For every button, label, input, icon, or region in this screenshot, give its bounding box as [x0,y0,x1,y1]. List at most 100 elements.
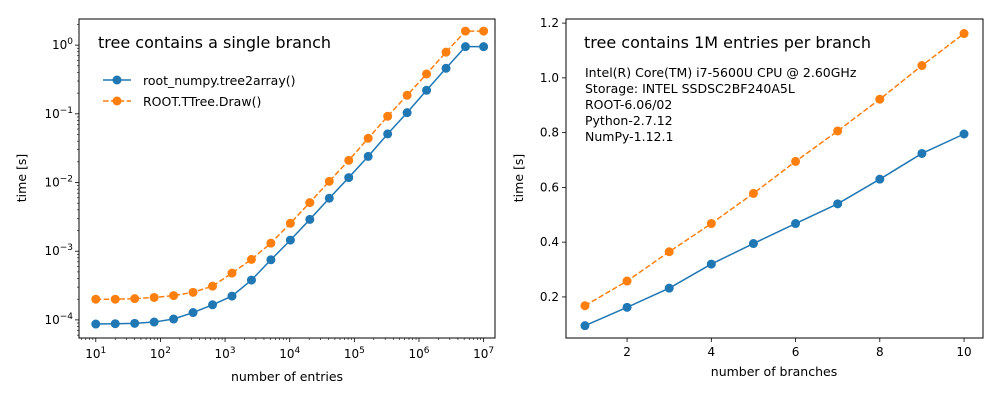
right-y-tick-label: 0.2 [540,290,559,304]
right-data-point [833,126,843,136]
right-x-tick-label: 4 [707,345,715,359]
left-data-point [110,294,120,304]
right-x-tick-label: 10 [956,345,971,359]
left-data-point [208,281,218,291]
left-data-point [208,300,218,310]
left-x-tick-label: 102 [150,346,171,361]
left-data-point [422,85,432,95]
right-data-point [622,302,632,312]
left-data-point [441,47,451,57]
left-data-point [422,69,432,79]
legend-marker-tree2array [112,75,122,85]
right-data-point [706,259,716,269]
left-data-point [169,314,179,324]
right-data-point [664,247,674,257]
left-legend: root_numpy.tree2array() ROOT.TTree.Draw(… [103,73,295,109]
left-y-tick-label: 10−1 [44,106,73,121]
left-data-point [402,108,412,118]
right-y-tick-label: 0.4 [540,235,559,249]
right-ticks-layer: 2 4 6 8 10 0.2 0.4 0.6 0.8 1.0 1.2 [540,16,972,359]
left-data-point [460,26,470,36]
left-plot-frame [78,18,496,339]
left-data-point [91,319,101,329]
right-data-point [959,29,969,39]
right-series-line-0 [584,133,965,327]
left-y-tick-label: 10−2 [44,175,73,190]
right-data-point [664,283,674,293]
left-data-point [402,90,412,100]
left-data-point [169,291,179,301]
left-data-point [130,318,140,328]
right-data-point [875,94,885,104]
annotation-root-version: ROOT-6.06/02 [585,97,672,112]
right-y-tick-label: 1.0 [540,71,559,85]
left-x-tick-label: 105 [344,346,365,361]
left-y-tick-label: 100 [52,37,73,52]
left-data-point [149,292,159,302]
left-data-point [266,255,276,265]
right-data-point [748,239,758,249]
left-y-tick-label: 10−4 [44,312,73,327]
right-data-point [706,219,716,229]
left-x-tick-label: 104 [279,346,300,361]
right-series-layer [580,29,969,331]
left-data-point [324,193,334,203]
left-data-point [479,42,489,52]
right-x-tick-label: 2 [623,345,631,359]
left-data-point [479,26,489,36]
left-data-point [188,308,198,318]
left-data-point [383,129,393,139]
left-series-layer [91,26,489,329]
annotation-python-version: Python-2.7.12 [585,113,673,128]
right-data-point [791,156,801,166]
right-chart-title: tree contains 1M entries per branch [584,33,871,52]
legend-label-ttree-draw: ROOT.TTree.Draw() [143,94,261,109]
left-data-point [441,63,451,73]
right-data-point [917,61,927,71]
right-chart-panel: 2 4 6 8 10 0.2 0.4 0.6 0.8 1.0 1.2 tree contains 1… [511,16,984,379]
left-y-axis-label: time [s] [14,154,29,202]
right-y-tick-label: 0.8 [540,126,559,140]
left-data-point [149,317,159,327]
annotation-numpy-version: NumPy-1.12.1 [585,129,673,144]
right-data-point [580,301,590,311]
left-chart-panel: 101 102 103 104 105 106 107 10−4 10−3 10−2 10−1 100… [14,18,496,384]
right-y-tick-label: 1.2 [540,16,559,30]
left-data-point [227,268,237,278]
left-data-point [91,294,101,304]
left-data-point [285,235,295,245]
left-data-point [363,151,373,161]
right-data-point [833,199,843,209]
left-x-axis-label: number of entries [231,369,343,384]
right-x-axis-label: number of branches [711,364,837,379]
right-x-tick-label: 8 [876,345,884,359]
left-data-point [344,173,354,183]
left-data-point [460,42,470,52]
left-data-point [188,287,198,297]
right-y-axis-label: time [s] [511,154,526,202]
left-data-point [266,238,276,248]
left-data-point [110,319,120,329]
right-annotation-block: Intel(R) Core(TM) i7-5600U CPU @ 2.60GHz… [585,65,857,144]
left-x-tick-label: 106 [408,346,429,361]
left-data-point [383,111,393,121]
right-y-tick-label: 0.6 [540,180,559,194]
left-data-point [246,275,256,285]
right-data-point [917,148,927,158]
right-data-point [791,219,801,229]
right-data-point [959,129,969,139]
right-data-point [875,174,885,184]
left-x-tick-label: 103 [215,346,236,361]
left-data-point [246,254,256,264]
legend-marker-ttree-draw [112,96,122,106]
right-data-point [748,188,758,198]
left-data-point [305,198,315,208]
left-data-point [324,176,334,186]
annotation-cpu: Intel(R) Core(TM) i7-5600U CPU @ 2.60GHz [585,65,857,80]
left-data-point [227,291,237,301]
left-x-tick-label: 107 [473,346,494,361]
right-series-line-1 [584,32,965,307]
right-x-tick-label: 6 [792,345,800,359]
annotation-storage: Storage: INTEL SSDSC2BF240A5L [585,81,795,96]
